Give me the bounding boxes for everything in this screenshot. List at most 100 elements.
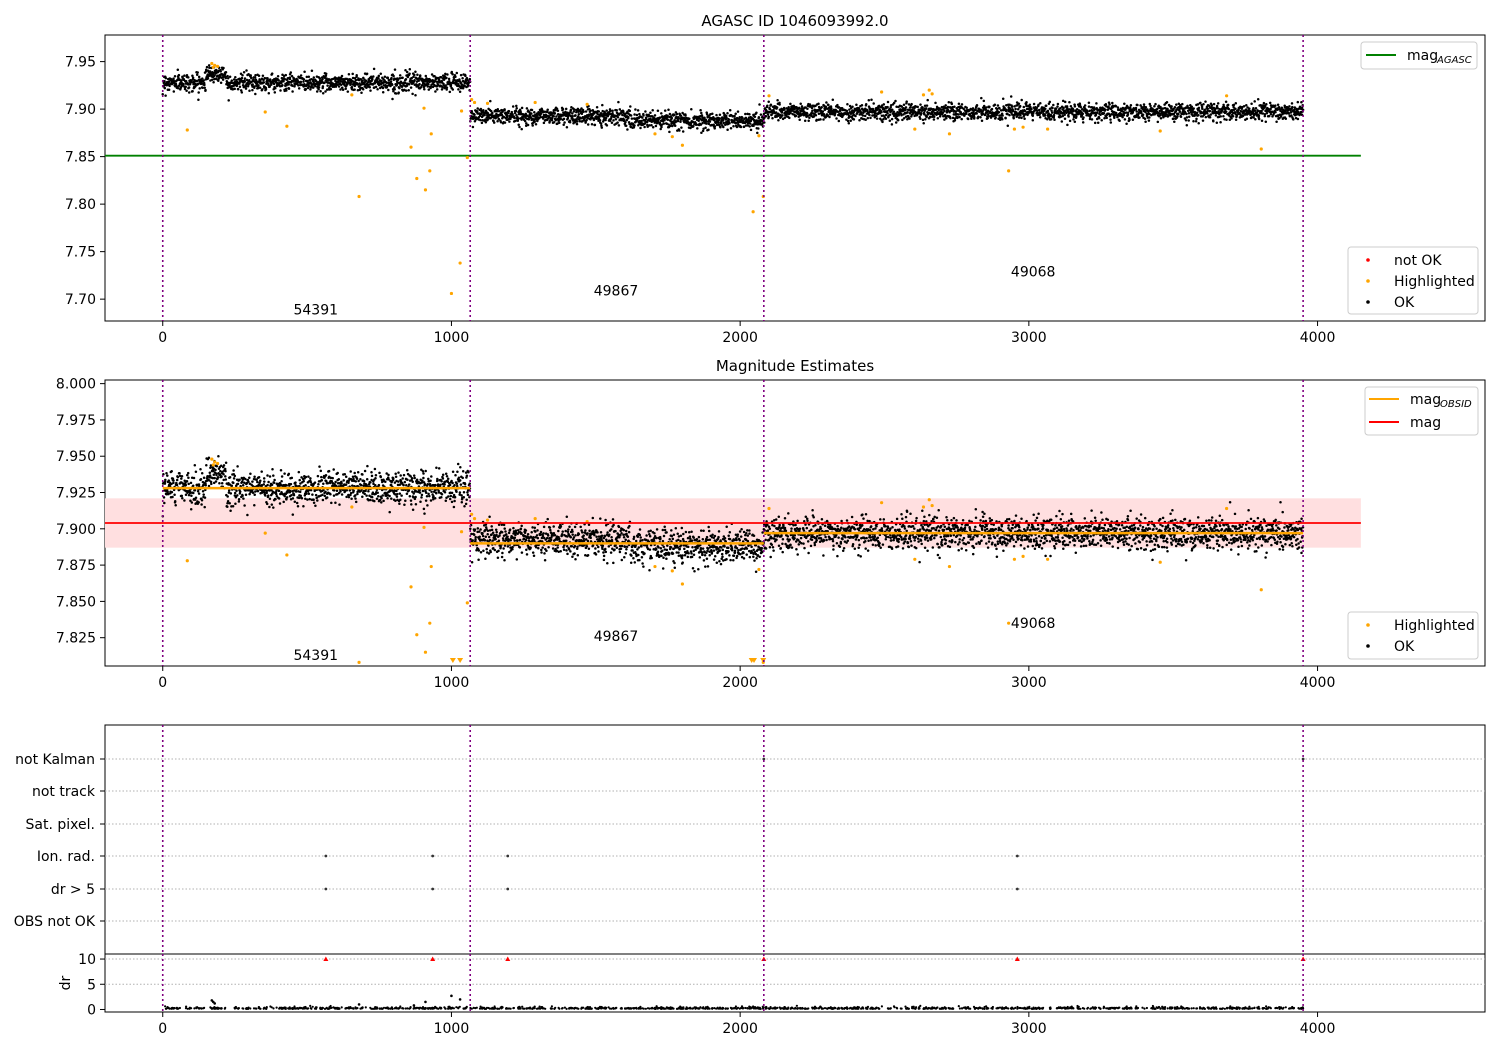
- highlighted-point: [921, 93, 926, 97]
- ok-point: [249, 74, 252, 77]
- ok-point: [945, 117, 948, 120]
- ok-point: [1079, 105, 1083, 109]
- ok-point: [815, 118, 818, 122]
- ok-point: [187, 482, 190, 486]
- ok-point: [1296, 117, 1300, 121]
- ok-point: [1275, 120, 1278, 124]
- ok-point: [1103, 116, 1106, 120]
- ok-point: [236, 465, 239, 468]
- ok-point: [568, 121, 572, 124]
- ok-point: [1230, 117, 1233, 120]
- ok-point: [185, 480, 189, 483]
- ok-point: [539, 115, 542, 119]
- ok-point: [629, 114, 633, 117]
- ok-point: [809, 104, 812, 108]
- ok-point: [571, 115, 574, 118]
- ok-point: [289, 482, 293, 486]
- ok-point: [998, 107, 1001, 110]
- ok-point: [197, 483, 201, 486]
- ok-point: [280, 81, 283, 85]
- ok-point: [604, 116, 608, 120]
- ok-point: [1216, 102, 1220, 105]
- ok-point: [228, 75, 232, 78]
- ok-point: [1111, 101, 1114, 105]
- ok-point: [1039, 102, 1042, 105]
- ok-point: [726, 128, 729, 131]
- ok-point: [741, 119, 745, 122]
- ok-point: [733, 117, 737, 120]
- ok-point: [531, 124, 534, 127]
- ok-point: [913, 114, 916, 118]
- ok-point: [368, 86, 372, 89]
- highlighted-point: [210, 61, 214, 66]
- ok-point: [1043, 114, 1047, 117]
- ok-point: [489, 109, 493, 113]
- highlighted-point: [670, 135, 674, 139]
- ok-point: [909, 110, 913, 114]
- ok-point: [684, 114, 687, 117]
- ok-point: [864, 103, 868, 106]
- ok-point: [316, 474, 320, 478]
- ok-point: [1063, 113, 1066, 117]
- ok-point: [308, 497, 311, 501]
- ok-point: [863, 114, 867, 118]
- highlighted-point: [1007, 169, 1011, 173]
- ok-point: [418, 74, 422, 77]
- ok-point: [506, 113, 509, 117]
- ok-point: [1215, 104, 1219, 108]
- ok-point: [546, 110, 549, 114]
- ok-point: [332, 468, 335, 471]
- ok-point: [291, 513, 295, 516]
- ok-point: [1219, 115, 1222, 118]
- ok-point: [372, 75, 375, 78]
- ok-point: [288, 77, 292, 81]
- ok-point: [934, 101, 937, 105]
- ok-point: [380, 79, 383, 83]
- ok-point: [1118, 119, 1121, 122]
- ok-point: [735, 125, 739, 129]
- ok-point: [461, 83, 464, 86]
- ok-point: [413, 78, 416, 82]
- ok-point: [644, 110, 647, 113]
- ok-point: [774, 111, 778, 114]
- ok-point: [377, 76, 380, 80]
- ok-point: [1225, 118, 1228, 121]
- ok-point: [808, 116, 811, 119]
- ok-point: [476, 107, 479, 110]
- ok-point: [902, 103, 906, 107]
- ok-point: [331, 476, 334, 480]
- ok-point: [608, 119, 612, 122]
- ok-point: [566, 117, 570, 120]
- ok-point: [798, 118, 801, 121]
- ok-point: [279, 89, 282, 92]
- ok-point: [1008, 113, 1011, 117]
- ok-point: [870, 98, 873, 101]
- ok-point: [988, 105, 991, 108]
- ok-point: [788, 116, 791, 120]
- ok-point: [775, 115, 779, 118]
- ok-point: [805, 112, 809, 115]
- ok-point: [386, 76, 390, 80]
- ok-point: [262, 483, 266, 486]
- ok-point: [641, 116, 644, 119]
- ok-point: [758, 103, 761, 106]
- ok-point: [1257, 114, 1261, 118]
- highlighted-point: [930, 92, 934, 96]
- ok-point: [848, 104, 852, 108]
- highlighted-point: [423, 188, 428, 192]
- ok-point: [210, 482, 213, 486]
- ok-point: [525, 107, 529, 110]
- ok-point: [746, 124, 750, 127]
- ok-point: [1197, 113, 1200, 117]
- ok-point: [975, 103, 979, 107]
- ok-point: [274, 87, 277, 90]
- ok-point: [722, 125, 725, 129]
- ok-point: [206, 76, 210, 80]
- ok-point: [896, 118, 900, 122]
- ok-point: [408, 72, 411, 76]
- ok-point: [323, 494, 327, 498]
- ok-point: [277, 79, 280, 82]
- ok-point: [1083, 104, 1087, 107]
- ok-point: [590, 123, 594, 126]
- ok-point: [395, 83, 399, 87]
